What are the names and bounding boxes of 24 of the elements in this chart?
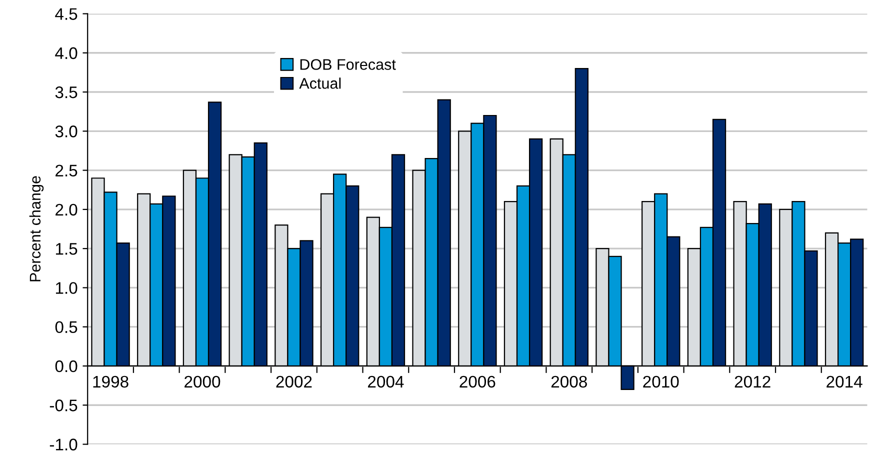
y-tick-label: 3.0	[55, 126, 78, 138]
y-tick-label: 3.5	[55, 86, 78, 98]
x-tick-label: 2000	[184, 376, 220, 388]
y-tick-label: 0.0	[55, 360, 78, 372]
y-tick-label: -1.0	[50, 438, 78, 450]
x-tick-label: 2014	[826, 376, 862, 388]
y-tick-label: 0.5	[55, 321, 78, 334]
y-tick-label: 2.5	[56, 164, 78, 176]
x-tick-label: 2006	[460, 376, 496, 388]
legend-label: DOB Forecast	[300, 59, 396, 70]
y-tick-label: 4.0	[55, 47, 78, 60]
x-tick-label: 2008	[551, 376, 587, 388]
y-tick-label: 4.5	[55, 8, 78, 20]
legend-label: Actual	[299, 78, 341, 89]
x-tick-label: 1998	[93, 376, 128, 388]
y-axis-title: Percent change	[29, 176, 44, 282]
y-tick-label: 1.0	[56, 282, 78, 294]
x-tick-label: 2004	[368, 376, 404, 388]
x-tick-label: 2010	[643, 376, 679, 388]
y-tick-label: 1.5	[56, 243, 78, 255]
x-tick-label: 2012	[734, 376, 770, 388]
y-tick-label: -0.5	[50, 400, 78, 412]
y-tick-label: 2.0	[56, 204, 78, 216]
x-tick-label: 2002	[276, 376, 312, 388]
